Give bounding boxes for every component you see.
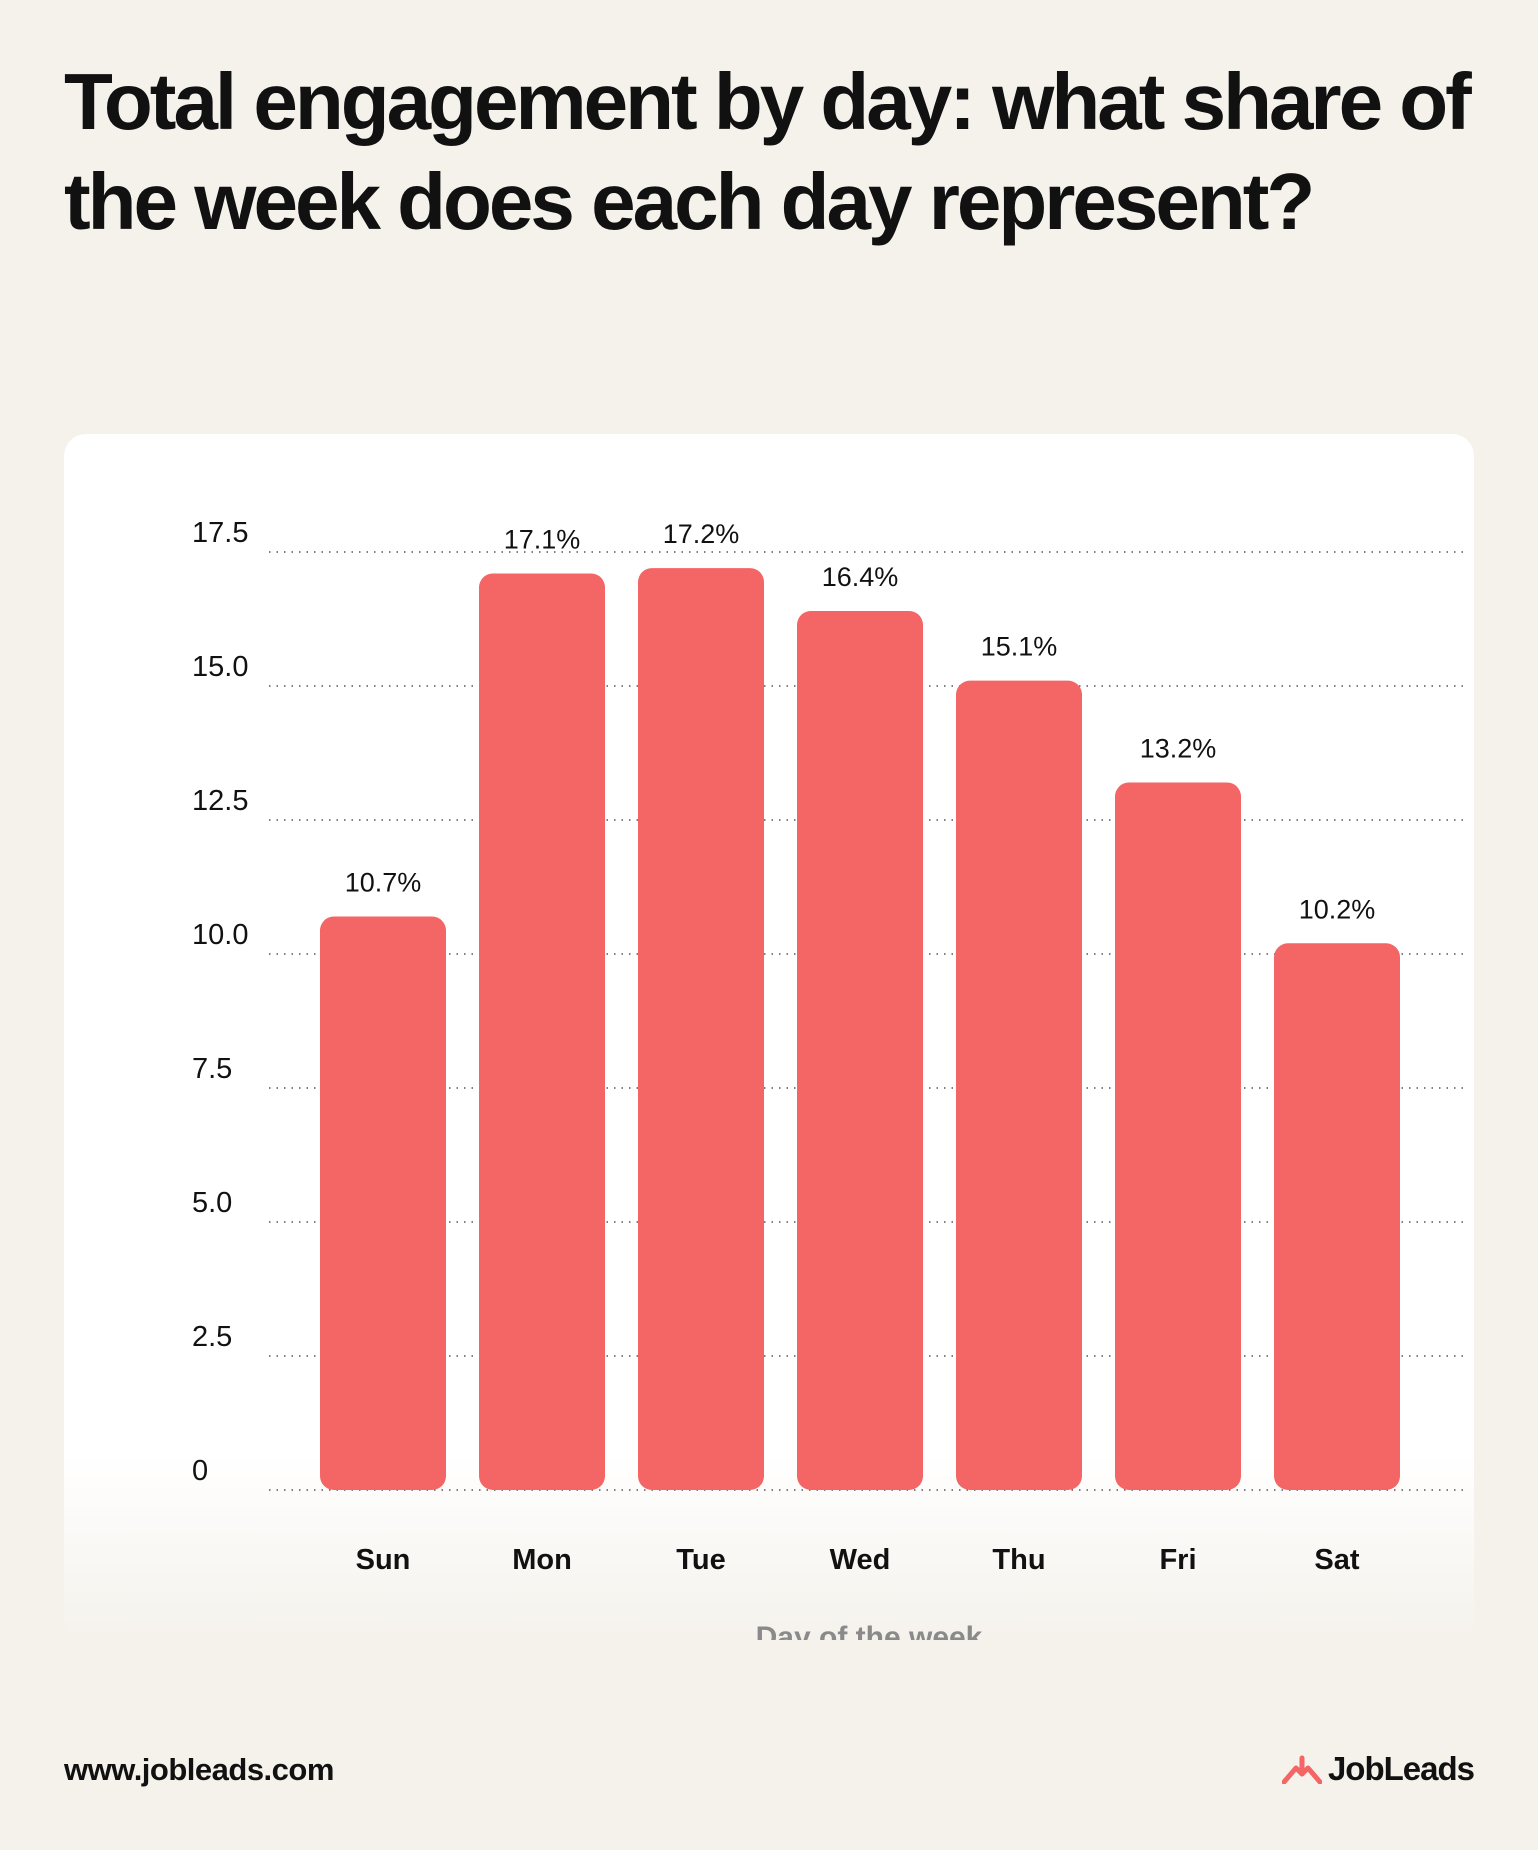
chart-card: 0 2.5 5.0 7.5 10.0 12.5 15.0 17.5 10.7% 17.1% 17.…: [64, 434, 1474, 1640]
y-tick-label: 12.5: [192, 785, 248, 817]
y-tick-label: 2.5: [192, 1321, 232, 1353]
jobleads-logo-icon: [1281, 1755, 1322, 1784]
x-tick-label: Sat: [1314, 1544, 1359, 1576]
jobleads-logo: JobLeads: [1281, 1750, 1475, 1788]
y-tick-label: 5.0: [192, 1187, 232, 1219]
data-label: 10.2%: [1299, 894, 1376, 924]
data-label: 17.2%: [663, 519, 740, 549]
x-tick-label: Thu: [992, 1544, 1045, 1576]
x-axis-label: Day of the week: [756, 1621, 983, 1640]
bar-sun: [320, 916, 446, 1490]
bar-chart: 0 2.5 5.0 7.5 10.0 12.5 15.0 17.5 10.7% 17.1% 17.…: [192, 517, 1466, 1640]
data-labels: 10.7% 17.1% 17.2% 16.4% 15.1% 13.2% 10.2%: [345, 519, 1376, 924]
bar-thu: [956, 680, 1082, 1490]
bars: [320, 568, 1400, 1490]
chart-title: Total engagement by day: what share of t…: [64, 57, 1472, 246]
x-tick-label: Mon: [512, 1544, 572, 1576]
data-label: 15.1%: [981, 632, 1058, 662]
x-tick-label: Fri: [1159, 1544, 1196, 1576]
bar-wed: [797, 610, 923, 1490]
x-axis-ticks: Sun Mon Tue Wed Thu Fri Sat: [356, 1544, 1360, 1576]
brand-name: JobLeads: [1327, 1750, 1475, 1787]
website-url: www.jobleads.com: [64, 1752, 334, 1787]
x-tick-label: Tue: [676, 1544, 725, 1576]
data-label: 13.2%: [1140, 733, 1217, 763]
y-tick-label: 0: [192, 1455, 208, 1487]
data-label: 10.7%: [345, 867, 422, 897]
bar-sat: [1274, 943, 1400, 1490]
y-tick-label: 7.5: [192, 1053, 232, 1085]
data-label: 17.1%: [504, 524, 581, 554]
bar-mon: [479, 573, 605, 1490]
data-label: 16.4%: [822, 562, 899, 592]
x-tick-label: Sun: [356, 1544, 411, 1576]
y-tick-label: 10.0: [192, 919, 248, 951]
y-axis-ticks: 0 2.5 5.0 7.5 10.0 12.5 15.0 17.5: [192, 517, 248, 1487]
grid-lines: [269, 551, 1466, 1491]
bar-fri: [1115, 782, 1241, 1490]
x-tick-label: Wed: [830, 1544, 891, 1576]
y-tick-label: 15.0: [192, 651, 248, 683]
bar-tue: [638, 568, 764, 1490]
y-tick-label: 17.5: [192, 517, 248, 549]
